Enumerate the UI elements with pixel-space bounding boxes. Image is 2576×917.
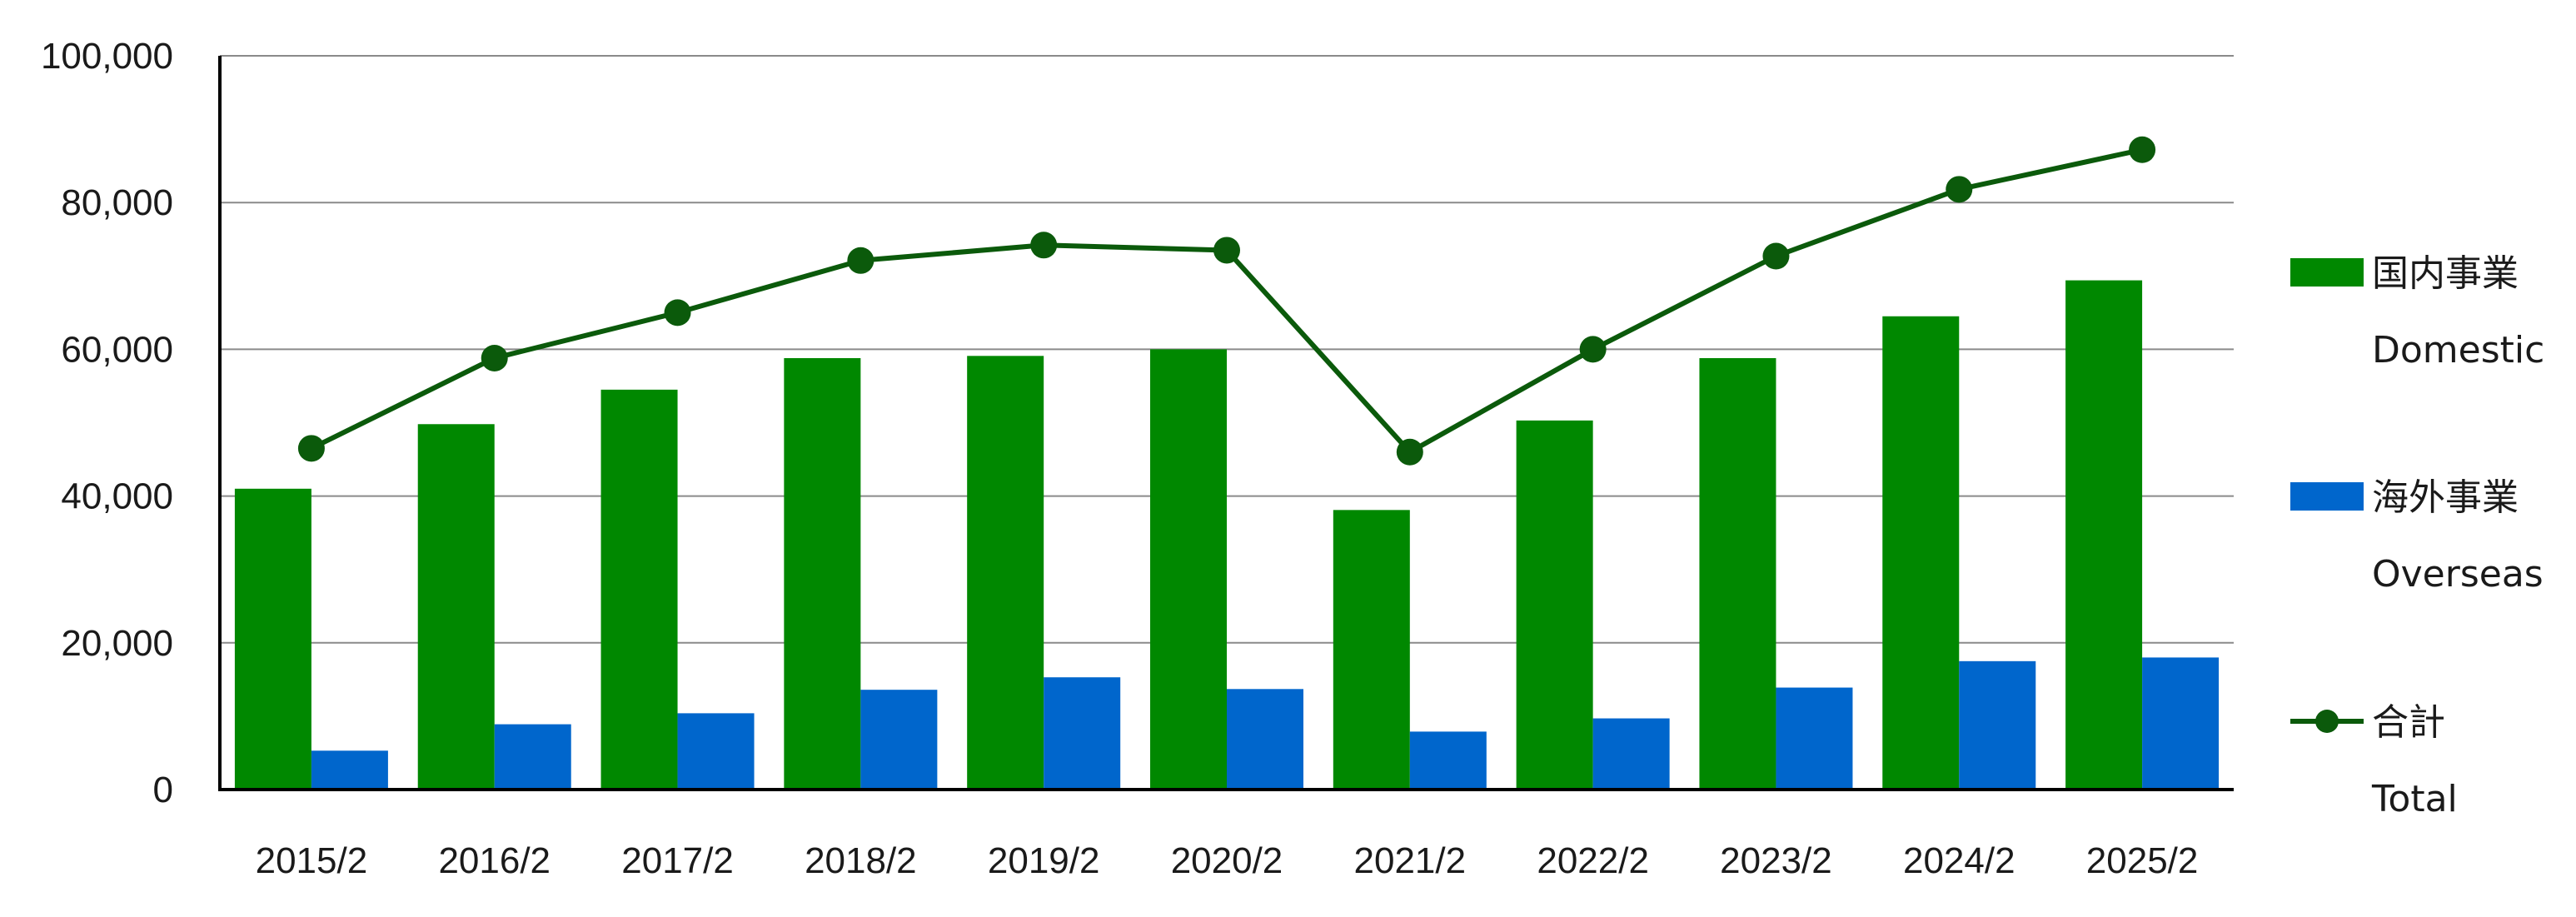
- bar-domestic: [967, 356, 1044, 790]
- bar-overseas: [2142, 657, 2220, 790]
- x-tick-label: 2015/2: [256, 840, 368, 881]
- bar-domestic: [600, 389, 678, 790]
- y-tick-label: 60,000: [61, 329, 173, 370]
- total-point: [1396, 438, 1423, 466]
- x-tick-label: 2019/2: [988, 840, 1100, 881]
- bar-domestic: [1882, 316, 1960, 790]
- legend-marker-total: [2315, 710, 2339, 733]
- total-point: [1579, 336, 1607, 363]
- x-tick-label: 2024/2: [1903, 840, 2015, 881]
- total-point: [1946, 176, 1973, 203]
- x-tick-label: 2025/2: [2086, 840, 2199, 881]
- bar-overseas: [311, 750, 388, 790]
- x-tick-label: 2017/2: [621, 840, 734, 881]
- bar-overseas: [494, 724, 571, 790]
- bar-domestic: [1333, 510, 1410, 790]
- x-axis-tick-labels: 2015/2 2016/2 2017/2 2018/2 2019/2 2020/2 2021…: [256, 840, 2199, 881]
- axes: [218, 56, 2234, 791]
- legend-label-en: Total: [2371, 778, 2458, 820]
- legend-label: 海外事業: [2372, 476, 2519, 519]
- bar-series: [234, 280, 2220, 790]
- legend-swatch-overseas: [2290, 482, 2364, 511]
- x-tick-label: 2022/2: [1537, 840, 1649, 881]
- y-tick-label: 0: [153, 770, 173, 810]
- total-point: [481, 344, 508, 371]
- bar-domestic: [2065, 280, 2143, 790]
- total-line-series: [297, 136, 2156, 466]
- bar-overseas: [1227, 689, 1303, 790]
- legend-label-en: Overseas: [2372, 553, 2544, 596]
- total-point: [1762, 242, 1790, 270]
- bar-overseas: [1959, 660, 2036, 790]
- bar-domestic: [784, 357, 861, 790]
- total-point: [2129, 136, 2156, 163]
- bar-overseas: [1776, 687, 1853, 790]
- y-tick-label: 100,000: [41, 36, 173, 77]
- total-point: [297, 435, 325, 462]
- bar-overseas: [1044, 677, 1121, 790]
- legend: 国内事業 Domestic 海外事業 Overseas 合計 Total: [2290, 252, 2544, 820]
- x-tick-label: 2016/2: [438, 840, 551, 881]
- bar-domestic: [1699, 357, 1776, 790]
- legend-label-en: Domestic: [2372, 329, 2544, 371]
- y-tick-label: 20,000: [61, 623, 173, 664]
- x-tick-label: 2023/2: [1720, 840, 1832, 881]
- total-point: [664, 299, 691, 326]
- total-point: [1030, 232, 1058, 259]
- bar-domestic: [417, 424, 495, 790]
- y-tick-label: 40,000: [61, 476, 173, 517]
- x-tick-label: 2020/2: [1171, 840, 1283, 881]
- bar-domestic: [1516, 420, 1593, 790]
- x-tick-label: 2021/2: [1354, 840, 1467, 881]
- total-point: [847, 247, 874, 274]
- bar-overseas: [1592, 718, 1670, 790]
- bar-domestic: [1150, 349, 1227, 790]
- x-tick-label: 2018/2: [805, 840, 917, 881]
- total-point: [1213, 237, 1240, 264]
- bar-overseas: [860, 690, 938, 790]
- legend-swatch-domestic: [2290, 258, 2364, 287]
- y-tick-label: 80,000: [61, 182, 173, 223]
- bar-overseas: [1409, 731, 1487, 790]
- y-axis-tick-labels: 0 20,000 40,000 60,000 80,000 100,000: [41, 36, 173, 810]
- legend-label: 合計: [2372, 701, 2445, 744]
- bar-overseas: [677, 713, 755, 790]
- bar-domestic: [234, 488, 311, 790]
- legend-label: 国内事業: [2372, 252, 2519, 295]
